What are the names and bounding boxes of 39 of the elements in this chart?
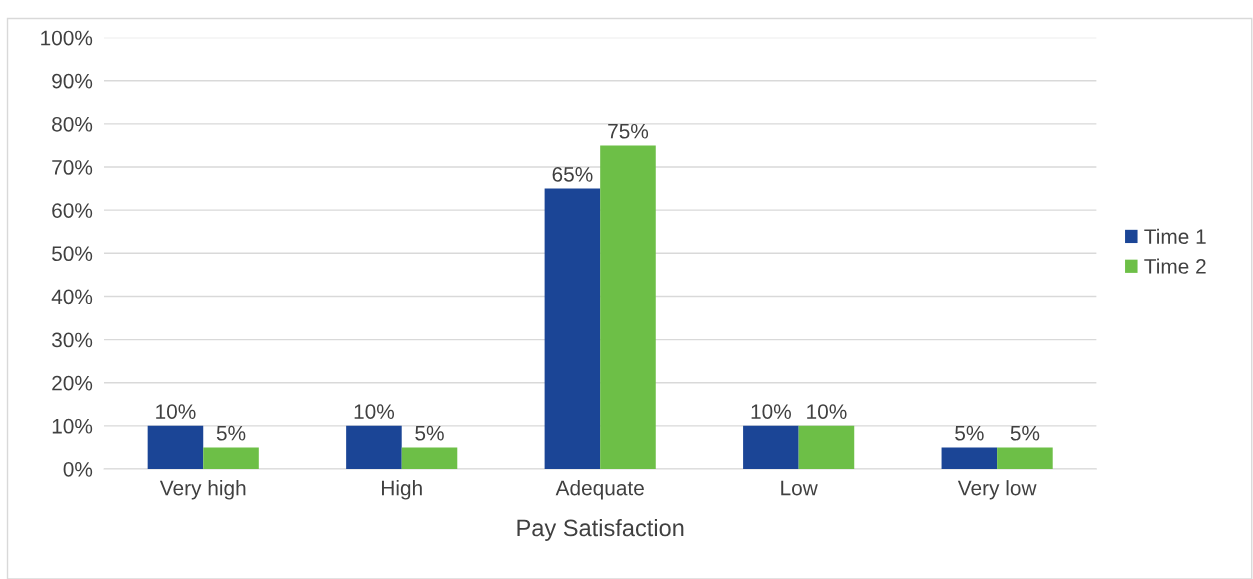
legend-label: Time 2 [1144,258,1206,274]
y-tick-label: 10% [52,418,93,434]
x-tick-label: Low [781,480,818,496]
data-label: 5% [216,425,246,441]
bar [544,188,601,469]
data-label: 10% [807,404,847,419]
x-tick-label: Very high [159,480,246,500]
y-tick-label: 80% [52,116,93,132]
legend-label: Time 1 [1144,228,1206,244]
data-label: 5% [955,425,984,441]
x-axis-title: Pay Satisfaction [517,518,684,541]
y-tick-label: 60% [52,203,93,218]
bar [401,447,458,469]
data-label: 10% [354,404,395,419]
data-label: 5% [415,425,444,441]
y-tick-label: 90% [52,73,93,89]
bar [941,447,998,469]
data-label: 75% [608,123,649,139]
bar [600,145,656,469]
x-tick-label: Adequate [555,480,644,500]
y-tick-label: 40% [51,289,93,305]
bar [203,447,259,469]
bar [798,425,855,469]
data-label: 65% [552,166,593,182]
y-tick-label: 70% [52,160,93,175]
data-label: 10% [751,404,791,419]
y-tick-label: 0% [63,461,93,477]
x-tick-label: Very low [957,480,1037,500]
bar [743,425,799,469]
x-tick-label: High [382,480,422,500]
data-label: 5% [1010,425,1040,441]
y-tick-label: 20% [52,375,93,391]
bar [346,425,402,469]
y-tick-label: 100% [41,30,93,46]
y-tick-label: 30% [51,332,93,348]
data-label: 10% [156,404,196,419]
y-tick-label: 50% [52,246,93,262]
bar [147,425,204,469]
bar [997,447,1053,469]
